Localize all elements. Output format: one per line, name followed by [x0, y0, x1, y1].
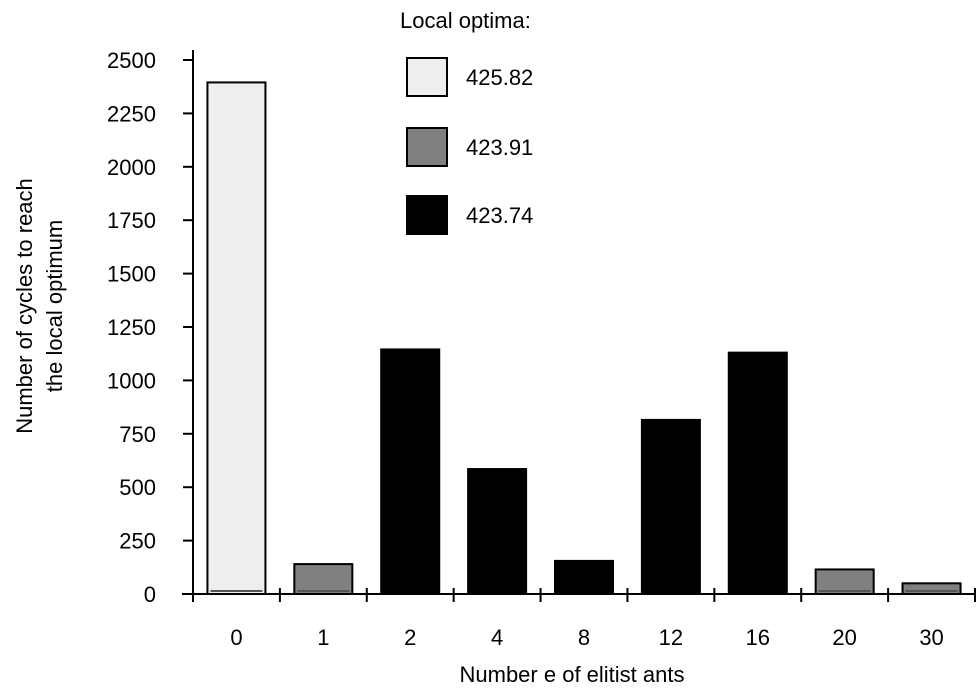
bar: [554, 559, 614, 596]
bar: [293, 563, 354, 596]
legend-entry-label: 423.91: [466, 135, 533, 160]
x-tick-label: 4: [491, 625, 503, 650]
y-tick-label: 2250: [107, 101, 156, 126]
x-tick-label: 30: [919, 625, 943, 650]
y-axis-title: Number of cycles to reach the local opti…: [12, 178, 67, 434]
y-tick-label: 250: [119, 529, 156, 554]
y-tick-label: 2500: [107, 48, 156, 73]
legend-title: Local optima:: [400, 8, 531, 33]
y-axis-title-line-2: the local optimum: [42, 220, 67, 392]
legend-swatch: [406, 57, 448, 97]
bar: [814, 568, 875, 595]
x-axis-title: Number e of elitist ants: [460, 662, 685, 687]
bar: [640, 418, 701, 595]
axes: [182, 50, 976, 602]
y-tick-label: 1750: [107, 208, 156, 233]
x-tick-label: 1: [317, 625, 329, 650]
bar: [380, 348, 441, 596]
y-tick-label: 2000: [107, 155, 156, 180]
legend-swatch: [406, 127, 448, 167]
x-tick-label: 0: [230, 625, 242, 650]
y-axis-title-line-1: Number of cycles to reach: [12, 178, 37, 434]
bar: [901, 582, 962, 596]
y-tick-label: 1250: [107, 315, 156, 340]
y-tick-label: 0: [144, 582, 156, 607]
y-tick-label: 1500: [107, 262, 156, 287]
tick-labels: 0 250 500 750 1000 1250 1500 1750 2000 2250 2500 0 1…: [107, 48, 944, 650]
y-tick-label: 750: [119, 422, 156, 447]
y-tick-label: 500: [119, 475, 156, 500]
x-tick-label: 20: [832, 625, 856, 650]
legend-swatch: [406, 195, 448, 235]
legend-entry-label: 425.82: [466, 65, 533, 90]
x-tick-label: 8: [578, 625, 590, 650]
y-tick-label: 1000: [107, 368, 156, 393]
legend-entry-label: 423.74: [466, 203, 533, 228]
x-tick-label: 2: [404, 625, 416, 650]
x-tick-label: 12: [659, 625, 683, 650]
bar: [727, 351, 788, 595]
legend: Local optima: 425.82 423.91 423.74: [400, 8, 533, 235]
bars: [206, 81, 962, 596]
bar: [206, 81, 267, 595]
x-tick-label: 16: [746, 625, 770, 650]
bar: [467, 468, 528, 596]
